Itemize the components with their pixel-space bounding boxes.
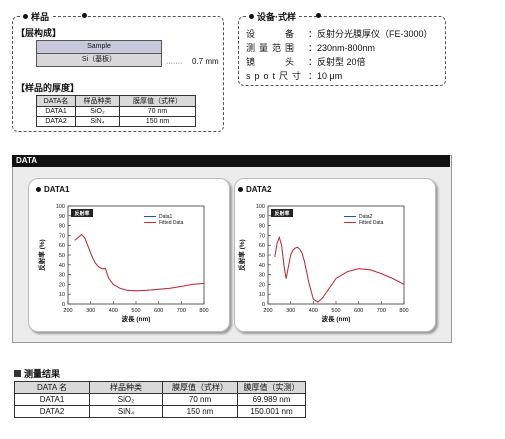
- y-tick-label: 20: [59, 282, 65, 288]
- y-axis-label: 反射率 (%): [237, 239, 246, 270]
- plot-area: [267, 205, 405, 305]
- chart-title-2: DATA2: [238, 185, 271, 194]
- table-row: DATA1 SiO₂ 70 nm: [36, 106, 196, 117]
- header-cell: 样品种类: [74, 95, 121, 107]
- x-tick-label: 600: [354, 308, 363, 314]
- x-tick-label: 200: [63, 308, 72, 314]
- x-tick-label: 500: [131, 308, 140, 314]
- chart-data1: 0 10 20 30 40 50 60 70 80 90 100 200 300 400 500 600 700…: [37, 204, 209, 323]
- title-end-dot: [316, 13, 321, 18]
- layer-substrate: Si（基板）: [36, 53, 162, 67]
- table-row: DATA1 SiO₂ 70 nm 69.989 nm: [14, 393, 306, 406]
- header-cell: DATA名: [36, 95, 76, 107]
- results-table: DATA 名 样品种类 膜厚值（式样） 膜厚值（实测） DATA1 SiO₂ 7…: [14, 381, 306, 418]
- y-tick-label: 0: [262, 302, 265, 308]
- x-tick-label: 400: [309, 308, 318, 314]
- layer-sample: Sample: [36, 40, 162, 54]
- badge-label: 反射率: [274, 210, 289, 217]
- spec-row: spot尺寸 ：10 μm: [246, 71, 343, 81]
- y-tick-label: 30: [259, 273, 265, 279]
- x-tick-label: 700: [377, 308, 386, 314]
- y-tick-label: 60: [59, 243, 65, 249]
- x-tick-label: 300: [286, 308, 295, 314]
- y-tick-label: 50: [59, 253, 65, 259]
- y-tick-label: 70: [259, 233, 265, 239]
- header-cell: 膜厚值（式样）: [119, 95, 196, 107]
- badge-bg: [71, 209, 93, 217]
- chart-title-1: DATA1: [36, 185, 69, 194]
- data-header: DATA: [12, 155, 450, 167]
- badge-bg: [271, 209, 293, 217]
- x-tick-label: 300: [86, 308, 95, 314]
- sample-table: DATA名 样品种类 膜厚值（式样） DATA1 SiO₂ 70 nm DATA…: [36, 95, 196, 127]
- legend-label: Fitted Data: [359, 220, 384, 226]
- y-tick-label: 70: [59, 233, 65, 239]
- bullet-icon: [238, 187, 243, 192]
- y-tick-label: 90: [59, 214, 65, 220]
- y-tick-label: 100: [56, 204, 65, 210]
- structure-label: 【层构成】: [16, 28, 62, 38]
- x-axis-label: 波長 (nm): [122, 314, 151, 323]
- spec-row: 镜 头：反射型 20倍: [246, 57, 366, 67]
- header-cell: DATA 名: [14, 381, 90, 394]
- x-tick-label: 800: [399, 308, 408, 314]
- thickness-value: 0.7 mm: [192, 57, 219, 66]
- x-tick-label: 500: [331, 308, 340, 314]
- y-tick-label: 50: [259, 253, 265, 259]
- legend-label: Data2: [359, 214, 373, 220]
- series-line-2: [74, 233, 205, 292]
- x-tick-label: 400: [109, 308, 118, 314]
- x-tick-label: 200: [263, 308, 272, 314]
- sample-box-title: 样品: [20, 10, 53, 23]
- plot-area: [67, 205, 205, 305]
- chart-data2: 0 10 20 30 40 50 60 70 80 90 100 200 300 400 500 600 700…: [237, 204, 409, 323]
- table-row: DATA2 SiN₄ 150 nm 150.001 nm: [14, 405, 306, 418]
- y-tick-label: 30: [59, 273, 65, 279]
- series-line-2: [274, 235, 405, 303]
- table-row: DATA2 SiN₄ 150 nm: [36, 116, 196, 127]
- y-tick-label: 90: [259, 214, 265, 220]
- y-tick-label: 80: [59, 224, 65, 230]
- bullet-icon: [249, 14, 254, 19]
- badge-label: 反射率: [74, 210, 89, 217]
- x-axis-label: 波長 (nm): [322, 314, 351, 323]
- header-cell: 样品种类: [89, 381, 163, 394]
- thickness-leader: ·······: [166, 60, 183, 67]
- y-axis-label: 反射率 (%): [37, 239, 46, 270]
- equipment-box-title: 设备·式样: [246, 10, 299, 23]
- y-tick-label: 40: [259, 263, 265, 269]
- x-tick-label: 800: [199, 308, 208, 314]
- sample-box: [12, 16, 224, 132]
- square-bullet-icon: [14, 370, 21, 377]
- results-title: 测量结果: [14, 367, 60, 380]
- header-cell: 膜厚值（实测）: [237, 381, 306, 394]
- title-end-dot: [82, 13, 87, 18]
- y-tick-label: 100: [256, 204, 265, 210]
- bullet-icon: [23, 14, 28, 19]
- y-tick-label: 10: [259, 292, 265, 298]
- x-tick-label: 700: [177, 308, 186, 314]
- y-tick-label: 20: [259, 282, 265, 288]
- x-tick-label: 600: [154, 308, 163, 314]
- equipment-box: [238, 16, 446, 86]
- header-cell: 膜厚值（式样）: [162, 381, 238, 394]
- legend-label: Fitted Data: [159, 220, 184, 226]
- legend-label: Data1: [159, 214, 173, 220]
- spec-row: 设 备：反射分光膜厚仪（FE-3000）: [246, 29, 433, 39]
- bullet-icon: [36, 187, 41, 192]
- thickness-label: 【样品的厚度】: [16, 83, 80, 93]
- spec-row: 测量范围 ：230nm-800nm: [246, 43, 376, 53]
- y-tick-label: 10: [59, 292, 65, 298]
- y-tick-label: 60: [259, 243, 265, 249]
- y-tick-label: 0: [62, 302, 65, 308]
- y-tick-label: 80: [259, 224, 265, 230]
- y-tick-label: 40: [59, 263, 65, 269]
